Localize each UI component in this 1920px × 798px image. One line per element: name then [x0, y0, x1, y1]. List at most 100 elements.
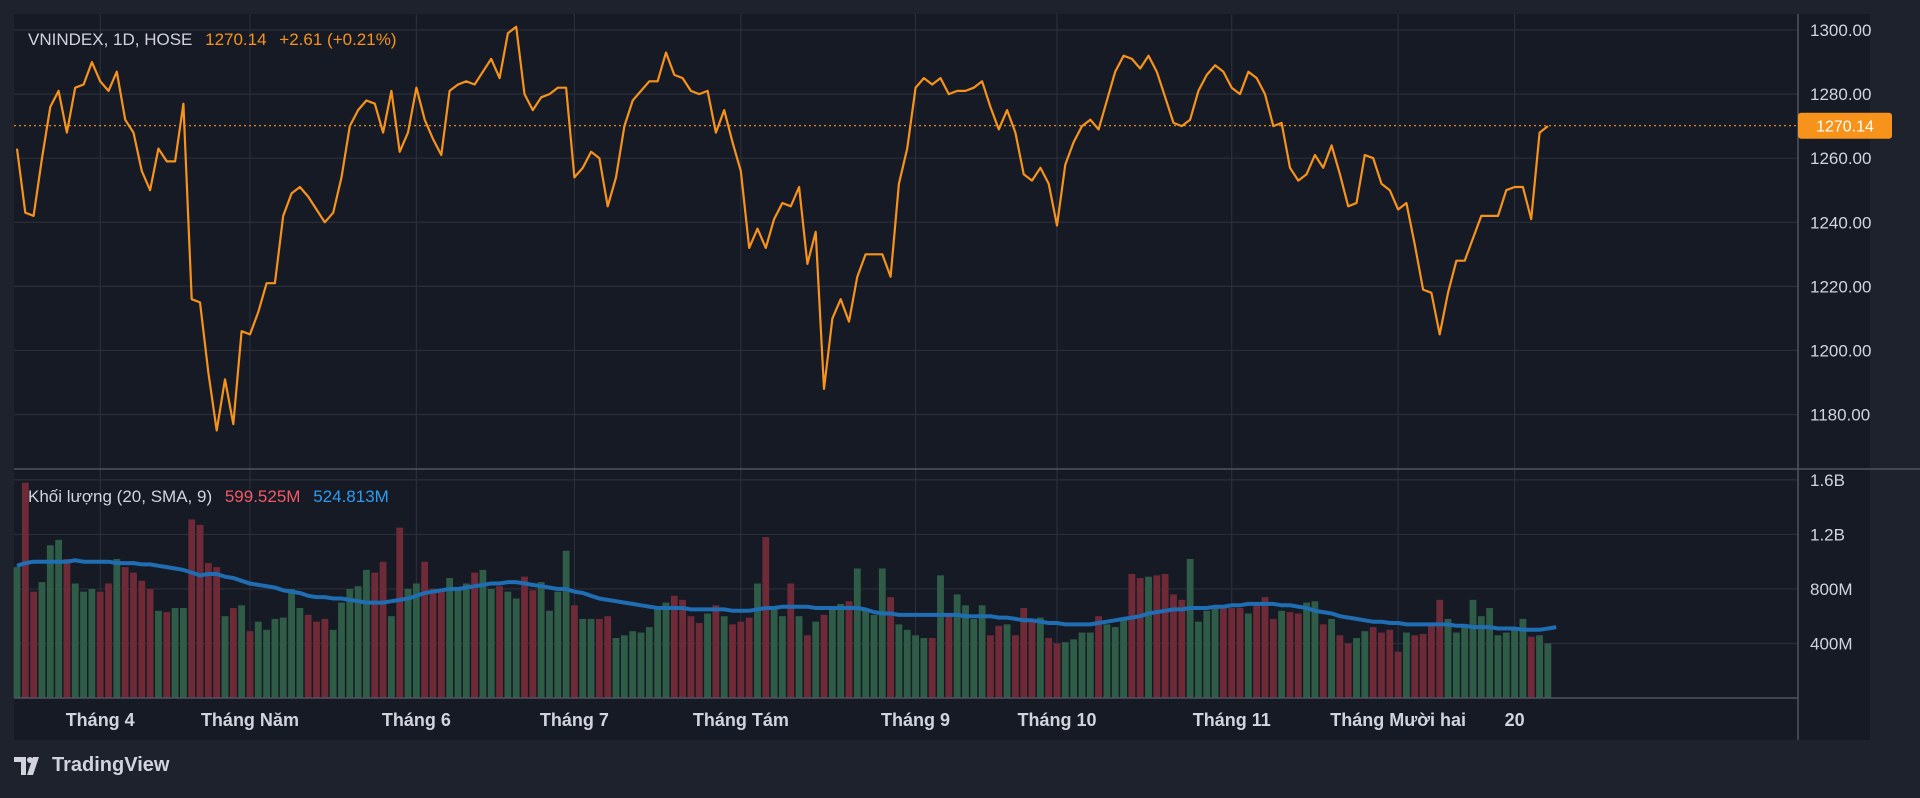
time-tick-label: Tháng 4 — [66, 710, 135, 730]
volume-tick-label: 800M — [1810, 580, 1853, 599]
volume-tick-label: 400M — [1810, 634, 1853, 653]
volume-bar — [695, 623, 703, 698]
volume-bar — [596, 618, 603, 698]
volume-bar — [1103, 624, 1111, 698]
volume-bar — [1128, 573, 1136, 698]
volume-bar — [779, 616, 786, 698]
volume-bar — [396, 527, 404, 698]
price-axis[interactable]: 1180.00 1200.00 1220.00 1240.00 1260.00 1280.… — [1810, 21, 1871, 425]
volume-bar — [529, 590, 537, 698]
price-tick-label: 1280.00 — [1810, 85, 1871, 104]
volume-bar — [21, 482, 29, 698]
volume-bar — [371, 572, 379, 698]
time-axis[interactable]: Tháng 4 Tháng Năm Tháng 6 Tháng 7 Tháng Tám T… — [66, 710, 1525, 730]
volume-bar — [1186, 558, 1194, 698]
price-tick-label: 1220.00 — [1810, 277, 1871, 296]
volume-bar — [213, 567, 221, 698]
volume-bar — [1170, 594, 1177, 698]
volume-bars — [13, 482, 1552, 698]
volume-bar — [1286, 612, 1294, 698]
price-tick-label: 1180.00 — [1810, 406, 1870, 425]
volume-bar — [962, 605, 969, 698]
volume-bar — [421, 561, 429, 698]
volume-bar — [1244, 613, 1252, 698]
volume-bar — [471, 572, 478, 698]
tradingview-logo[interactable]: TradingView — [14, 754, 169, 777]
volume-bar — [629, 631, 637, 698]
volume-bar — [146, 588, 154, 698]
volume-bar — [46, 545, 54, 698]
volume-bar — [862, 609, 870, 698]
volume-bar — [138, 580, 146, 698]
last-price-tag-box — [1798, 112, 1892, 139]
volume-sma-value: 524.813M — [313, 487, 389, 506]
volume-bar — [1269, 618, 1277, 698]
volume-bar — [1178, 599, 1186, 698]
volume-bar — [562, 550, 570, 698]
time-tick-label: Tháng Tám — [693, 710, 789, 730]
volume-bar — [1519, 618, 1527, 698]
volume-tick-label: 1.6B — [1810, 471, 1845, 490]
volume-bar — [762, 537, 770, 698]
time-tick-label: Tháng 10 — [1017, 710, 1096, 730]
volume-bar — [937, 575, 944, 698]
volume-bar — [354, 586, 362, 698]
volume-bar — [1494, 635, 1502, 698]
volume-bar — [96, 591, 104, 698]
volume-bar — [1394, 651, 1402, 698]
volume-bar — [487, 588, 495, 698]
volume-bar — [521, 576, 528, 698]
volume-bar — [246, 631, 254, 698]
volume-bar — [1536, 635, 1543, 698]
volume-bar — [1211, 605, 1219, 698]
volume-bar — [1319, 624, 1327, 698]
volume-bar — [163, 612, 171, 698]
volume-bar — [845, 601, 853, 698]
time-tick-label: Tháng Mười hai — [1330, 710, 1466, 730]
price-tick-label: 1300.00 — [1810, 21, 1871, 40]
volume-bar — [729, 624, 736, 698]
volume-bar — [687, 616, 695, 698]
volume-bar — [229, 608, 237, 698]
time-tick-label: Tháng 6 — [382, 710, 451, 730]
volume-bar — [1403, 632, 1410, 698]
volume-bar — [221, 616, 229, 698]
volume-bar — [612, 638, 620, 698]
price-legend[interactable]: VNINDEX, 1D, HOSE 1270.14 +2.61 (+0.21%) — [28, 30, 405, 50]
volume-bar — [1161, 573, 1169, 698]
volume-bar — [1336, 635, 1344, 698]
volume-bar — [1469, 599, 1477, 698]
time-tick-label: Tháng 9 — [881, 710, 950, 730]
volume-bar — [654, 608, 662, 698]
volume-bar — [121, 567, 129, 698]
volume-bar — [496, 586, 503, 698]
volume-bar — [804, 635, 811, 698]
volume-axis[interactable]: 400M 800M 1.2B 1.6B — [1810, 471, 1853, 654]
volume-sma-line — [16, 558, 1557, 632]
volume-bar — [970, 618, 978, 698]
volume-bar — [429, 588, 437, 698]
volume-bar — [1386, 629, 1394, 698]
volume-tick-label: 1.2B — [1810, 525, 1845, 544]
volume-bar — [912, 635, 919, 698]
volume-bar — [512, 598, 520, 698]
volume-legend[interactable]: Khối lượng (20, SMA, 9) 599.525M 524.813… — [28, 487, 397, 507]
volume-bar — [437, 590, 445, 698]
time-tick-label: Tháng 11 — [1193, 710, 1271, 730]
volume-bar — [1095, 616, 1102, 698]
volume-bar — [180, 608, 187, 698]
volume-bar — [105, 583, 112, 698]
volume-bar — [1261, 597, 1269, 698]
price-tick-label: 1240.00 — [1810, 213, 1871, 232]
symbol-label[interactable]: VNINDEX, 1D, HOSE — [28, 30, 193, 49]
volume-bar — [204, 563, 212, 698]
volume-indicator-label[interactable]: Khối lượng (20, SMA, 9) — [28, 487, 213, 506]
volume-bar — [313, 621, 320, 698]
volume-bar — [462, 583, 470, 698]
volume-bar — [745, 617, 753, 698]
volume-bar — [288, 588, 295, 698]
volume-bar — [895, 624, 903, 698]
volume-bar — [571, 605, 578, 698]
